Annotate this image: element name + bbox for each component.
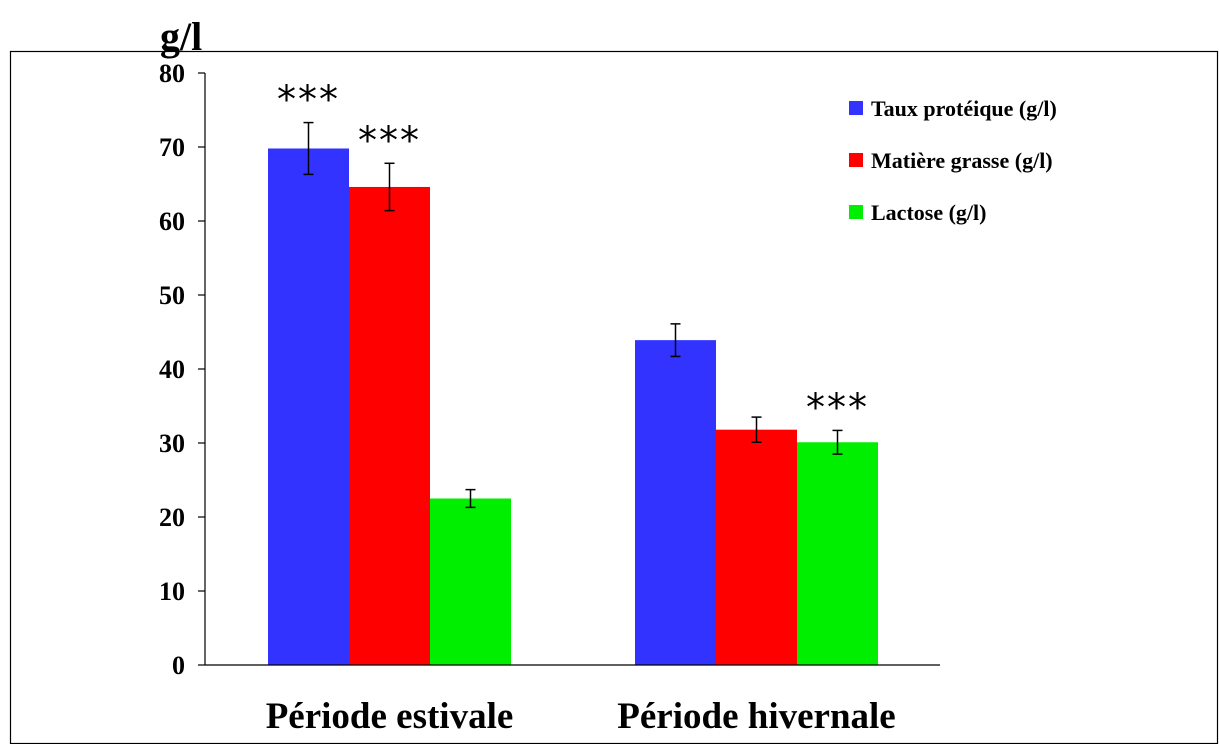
x-axis: Période estivale Période hivernale bbox=[205, 664, 940, 737]
x-category-label: Période estivale bbox=[266, 696, 514, 737]
y-tick-label: 80 bbox=[159, 59, 185, 88]
x-category-label: Période hivernale bbox=[617, 696, 895, 737]
y-tick-label: 50 bbox=[159, 281, 185, 310]
bar bbox=[635, 340, 716, 665]
legend: Taux protéique (g/l) Matière grasse (g/l)… bbox=[849, 96, 1057, 225]
significance-label: *** bbox=[358, 118, 421, 162]
legend-label: Matière grasse (g/l) bbox=[871, 148, 1053, 173]
y-tick-label: 10 bbox=[159, 577, 185, 606]
legend-swatch bbox=[849, 153, 863, 167]
y-tick-label: 40 bbox=[159, 355, 185, 384]
y-axis: 0 10 20 30 40 50 60 70 80 bbox=[159, 59, 206, 680]
bar bbox=[797, 442, 878, 665]
y-tick-label: 20 bbox=[159, 503, 185, 532]
bar bbox=[349, 186, 430, 665]
y-tick-label: 70 bbox=[159, 133, 185, 162]
y-tick-label: 0 bbox=[172, 651, 185, 680]
significance-label: *** bbox=[277, 78, 340, 122]
y-tick-label: 60 bbox=[159, 207, 185, 236]
legend-label: Taux protéique (g/l) bbox=[871, 96, 1057, 121]
bars: *** *** *** bbox=[268, 78, 878, 666]
y-axis-label: g/l bbox=[160, 14, 202, 59]
bar bbox=[268, 148, 349, 666]
y-tick-label: 30 bbox=[159, 429, 185, 458]
bar bbox=[716, 429, 797, 665]
legend-swatch bbox=[849, 101, 863, 115]
legend-swatch bbox=[849, 205, 863, 219]
legend-label: Lactose (g/l) bbox=[871, 200, 986, 225]
bar bbox=[430, 498, 511, 665]
significance-label: *** bbox=[806, 385, 869, 429]
